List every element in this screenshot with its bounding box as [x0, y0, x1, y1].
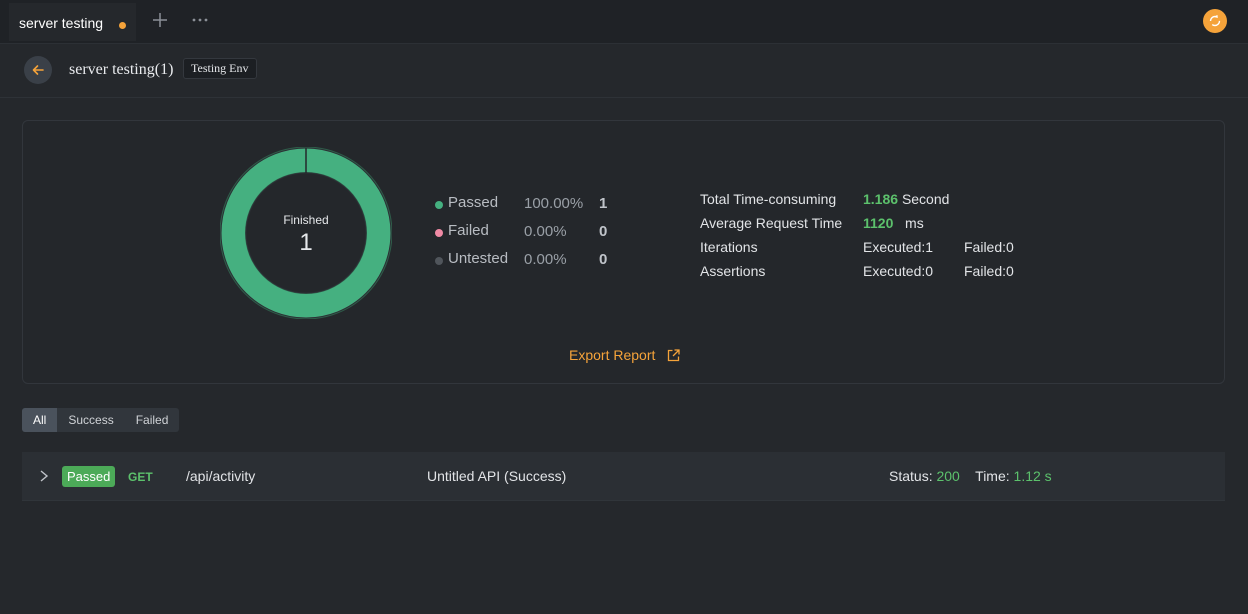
time-label: Time:: [975, 468, 1010, 484]
iterations-executed: Executed:1: [863, 239, 934, 255]
legend-percent: 0.00%: [524, 223, 567, 240]
legend-percent: 100.00%: [524, 195, 584, 212]
status-badge: Passed: [62, 466, 116, 487]
response-time: 1.12 s: [1013, 468, 1052, 484]
legend-label: Untested: [448, 250, 509, 267]
plus-icon[interactable]: [150, 10, 170, 30]
api-name: Untitled API (Success): [427, 468, 567, 484]
stat-assertions: Assertions Executed:0 Failed:0: [700, 263, 1120, 287]
untested-dot-icon: [435, 257, 443, 265]
more-icon[interactable]: [190, 10, 210, 30]
assertions-executed: Executed:0: [863, 263, 934, 279]
passed-dot-icon: [435, 201, 443, 209]
total-time-unit: Second: [901, 191, 950, 207]
status-label: Status:: [889, 468, 933, 484]
total-time-value: 1.186: [863, 191, 899, 207]
tab-server-testing[interactable]: server testing: [9, 3, 136, 41]
legend-failed: Failed 0.00% 0: [435, 221, 635, 249]
chevron-right-icon[interactable]: [38, 469, 50, 483]
filter-failed[interactable]: Failed: [135, 413, 169, 427]
assertions-failed: Failed:0: [964, 263, 1014, 279]
average-time-value: 1120: [863, 215, 894, 231]
stat-label: Total Time-consuming: [700, 191, 837, 207]
legend-label: Failed: [448, 222, 489, 239]
external-link-icon: [668, 348, 681, 361]
summary-card: Finished 1 Passed 100.00% 1 Failed 0.00%…: [22, 120, 1225, 384]
result-donut-chart: [220, 147, 392, 319]
http-method: GET: [128, 470, 153, 484]
stat-value: 1120 ms: [863, 215, 924, 231]
run-statistics: Total Time-consuming 1.186 Second Averag…: [700, 191, 1120, 287]
page-title: server testing(1): [69, 61, 174, 78]
tab-bar: server testing: [0, 0, 1248, 44]
unsaved-dot-icon: [119, 22, 126, 29]
environment-badge: Testing Env: [183, 58, 257, 79]
legend-count: 1: [599, 195, 608, 212]
legend-untested: Untested 0.00% 0: [435, 249, 635, 277]
result-row[interactable]: Passed GET /api/activity Untitled API (S…: [22, 452, 1225, 501]
tab-title: server testing: [19, 15, 104, 31]
stat-label: Iterations: [700, 239, 758, 255]
average-time-unit: ms: [905, 215, 924, 231]
filter-all[interactable]: All: [22, 408, 58, 432]
iterations-failed: Failed:0: [964, 239, 1014, 255]
sync-icon[interactable]: [1203, 9, 1227, 33]
stat-label: Assertions: [700, 263, 766, 279]
stat-total-time: Total Time-consuming 1.186 Second: [700, 191, 1120, 215]
donut-count: 1: [299, 229, 313, 256]
stat-iterations: Iterations Executed:1 Failed:0: [700, 239, 1120, 263]
request-path: /api/activity: [186, 468, 256, 484]
donut-status-label: Finished: [283, 213, 329, 227]
failed-dot-icon: [435, 229, 443, 237]
legend-count: 0: [599, 223, 608, 240]
legend-count: 0: [599, 251, 608, 268]
status-code: 200: [936, 468, 960, 484]
result-legend: Passed 100.00% 1 Failed 0.00% 0 Untested…: [435, 193, 635, 277]
back-button[interactable]: [24, 56, 52, 84]
result-filter-tabs: All Success Failed: [22, 408, 180, 432]
response-summary: Status: 200 Time: 1.12 s: [889, 468, 1052, 484]
legend-passed: Passed 100.00% 1: [435, 193, 635, 221]
stat-label: Average Request Time: [700, 215, 843, 231]
legend-percent: 0.00%: [524, 251, 567, 268]
arrow-left-icon: [32, 65, 44, 75]
page-header: server testing(1) Testing Env: [0, 44, 1248, 98]
export-report-button[interactable]: Export Report: [569, 347, 681, 363]
legend-label: Passed: [448, 194, 499, 211]
export-report-label: Export Report: [569, 347, 656, 363]
stat-average-time: Average Request Time 1120 ms: [700, 215, 1120, 239]
stat-value: 1.186 Second: [863, 191, 949, 207]
filter-success[interactable]: Success: [68, 413, 114, 427]
